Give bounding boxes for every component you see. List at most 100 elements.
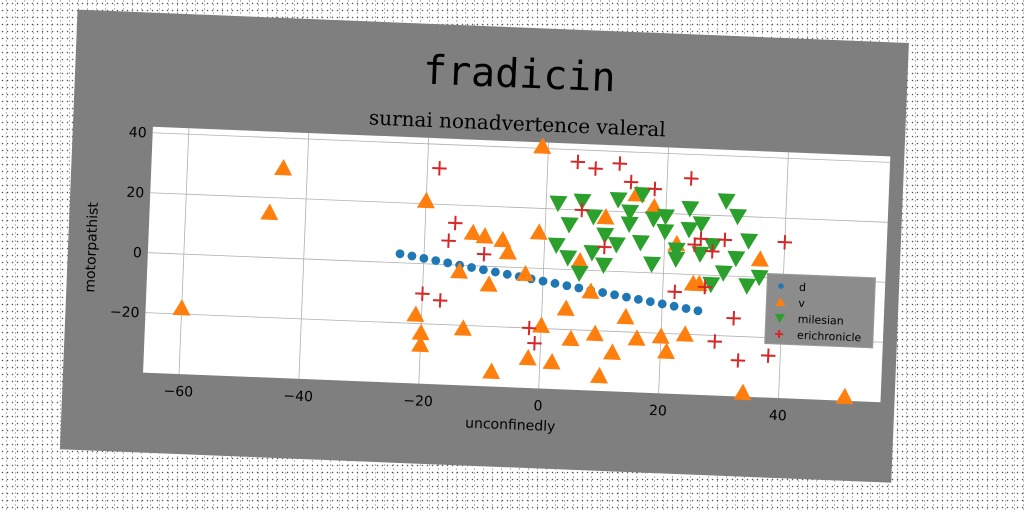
data-point-v	[274, 159, 293, 176]
data-point-milesian	[547, 237, 566, 255]
data-point-erichronicle	[527, 336, 542, 351]
data-point-d	[550, 279, 560, 288]
legend-label-erichronicle: erichronicle	[797, 329, 862, 345]
data-point-v	[411, 323, 430, 341]
data-point-v	[453, 319, 472, 336]
data-point-erichronicle	[705, 244, 720, 259]
data-point-v	[529, 223, 548, 240]
data-point-erichronicle	[448, 215, 463, 231]
data-point-v	[542, 352, 561, 370]
data-point-milesian	[644, 211, 663, 228]
data-point-milesian	[631, 234, 650, 252]
data-point-v	[733, 383, 752, 401]
data-point-v	[556, 299, 575, 317]
data-point-v	[463, 223, 482, 241]
data-point-milesian	[560, 217, 579, 234]
data-point-v	[570, 252, 589, 269]
y-tick-label: 40	[129, 125, 147, 142]
data-point-v	[581, 282, 600, 300]
data-point-v	[627, 329, 646, 346]
data-point-v	[675, 325, 694, 342]
data-point-d	[622, 292, 631, 302]
data-point-d	[633, 294, 643, 304]
data-point-v	[406, 305, 425, 323]
legend-label-v: v	[798, 297, 806, 310]
series-milesian	[547, 186, 769, 295]
data-point-v	[651, 327, 670, 344]
data-point-d	[598, 288, 608, 297]
data-point-erichronicle	[684, 171, 699, 186]
x-grid-line	[538, 142, 550, 389]
data-point-milesian	[750, 269, 769, 287]
x-tick-label: 0	[533, 398, 543, 414]
figure-group: fradicin surnai nonadvertence valeral −6…	[59, 9, 909, 483]
data-point-erichronicle	[570, 154, 586, 170]
data-point-v	[596, 208, 615, 225]
data-point-erichronicle	[717, 232, 733, 248]
y-grid-line	[150, 192, 888, 223]
y-grid-line	[145, 312, 883, 343]
data-point-erichronicle	[612, 156, 628, 171]
y-tick-label: −20	[110, 304, 140, 321]
data-point-v	[411, 335, 430, 353]
data-point-v	[172, 299, 191, 316]
chart-title: fradicin	[422, 48, 616, 102]
x-tick-label: −60	[163, 383, 193, 400]
data-point-milesian	[621, 204, 640, 221]
legend-label-d: d	[799, 281, 807, 294]
data-point-v	[602, 343, 621, 360]
data-point-milesian	[583, 244, 602, 262]
data-point-erichronicle	[777, 234, 793, 250]
data-point-d	[574, 283, 584, 293]
x-grid-line	[298, 133, 310, 379]
data-point-milesian	[727, 250, 746, 268]
data-point-v	[260, 203, 279, 221]
data-point-v	[585, 324, 604, 342]
data-point-d	[669, 301, 679, 311]
data-point-milesian	[656, 223, 675, 241]
data-point-erichronicle	[697, 279, 713, 295]
data-point-milesian	[657, 208, 676, 226]
data-point-milesian	[549, 195, 568, 213]
legend-marker-milesian	[774, 313, 785, 324]
data-point-milesian	[643, 256, 662, 273]
plot-area	[143, 126, 891, 403]
x-tick-label: −20	[403, 393, 433, 410]
data-point-d	[395, 249, 405, 259]
data-point-milesian	[607, 236, 626, 254]
data-point-milesian	[680, 221, 699, 239]
data-point-milesian	[729, 208, 748, 226]
data-point-erichronicle	[521, 320, 537, 336]
data-point-milesian	[714, 265, 733, 282]
data-point-milesian	[691, 246, 710, 263]
data-point-milesian	[573, 193, 592, 211]
data-point-v	[479, 275, 498, 292]
data-point-milesian	[702, 276, 721, 294]
data-point-erichronicle	[432, 161, 447, 176]
data-point-d	[431, 256, 441, 266]
series-layer	[172, 137, 854, 405]
data-point-v	[533, 137, 552, 154]
x-grid-line	[658, 147, 669, 394]
y-grid-line	[152, 132, 891, 163]
x-tick-label: −40	[283, 388, 313, 405]
x-tick-label: 20	[649, 403, 667, 420]
series-v	[172, 137, 854, 405]
data-point-v	[750, 250, 769, 267]
data-point-d	[502, 269, 512, 279]
data-point-milesian	[717, 193, 736, 210]
data-point-erichronicle	[693, 231, 709, 247]
data-point-milesian	[738, 278, 757, 295]
y-tick-label: 0	[133, 245, 143, 261]
legend-marker-erichronicle	[775, 330, 784, 339]
x-tick-label: 40	[769, 408, 787, 425]
data-point-erichronicle	[432, 293, 448, 308]
series-erichronicle	[415, 154, 793, 368]
data-point-erichronicle	[707, 334, 722, 349]
data-point-erichronicle	[726, 310, 741, 326]
data-point-erichronicle	[687, 237, 702, 252]
data-point-v	[516, 264, 535, 282]
data-point-milesian	[570, 265, 589, 282]
